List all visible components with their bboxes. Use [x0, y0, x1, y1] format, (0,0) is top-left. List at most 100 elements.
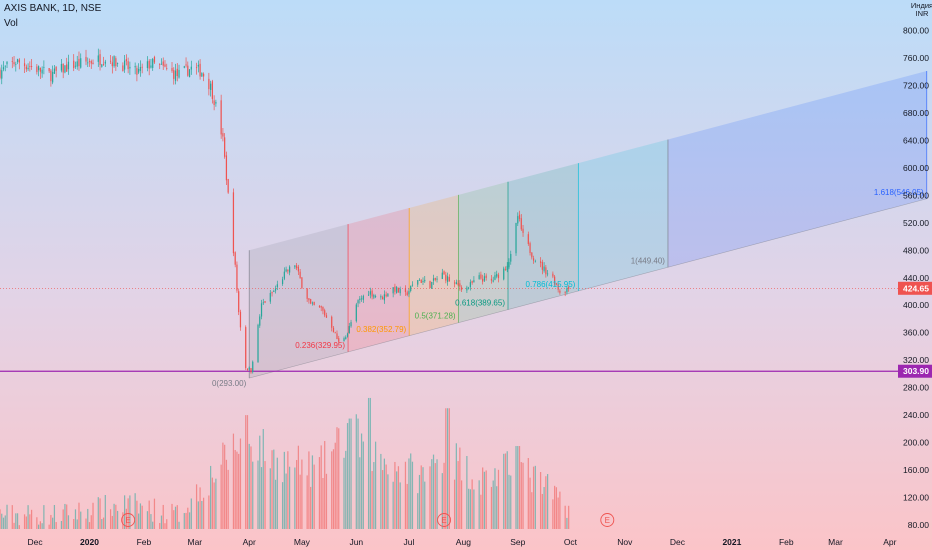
candle: [422, 281, 424, 283]
volume-bar: [129, 495, 131, 529]
time-tick-label: Apr: [883, 537, 896, 547]
candle: [215, 101, 217, 104]
price-tick-label: 560.00: [903, 190, 929, 200]
fib-label: 0.618(389.65): [455, 299, 505, 308]
volume-bar: [473, 489, 475, 529]
volume-bar: [62, 509, 64, 529]
candle: [139, 67, 142, 71]
time-tick-label: Mar: [828, 537, 843, 547]
candle: [408, 291, 410, 295]
volume-bar: [418, 474, 421, 529]
volume-bar: [211, 477, 213, 529]
volume-bar: [0, 509, 1, 529]
candle: [50, 70, 52, 82]
candle: [39, 67, 41, 72]
volume-bar: [446, 408, 449, 529]
svg-text:303.90: 303.90: [903, 366, 929, 376]
candle: [360, 298, 363, 300]
time-tick-label: Feb: [137, 537, 152, 547]
candle: [88, 61, 91, 62]
candle: [37, 66, 40, 71]
candle: [455, 282, 457, 285]
candle: [396, 286, 398, 293]
candle: [160, 63, 163, 65]
candle: [166, 67, 168, 69]
volume-bar: [457, 461, 459, 529]
volume-bar: [434, 463, 436, 529]
volume-bar: [139, 503, 142, 529]
candle: [281, 279, 284, 284]
candle: [441, 272, 443, 280]
volume-bar: [448, 408, 450, 529]
volume-bar: [559, 491, 561, 529]
volume-bar: [37, 524, 40, 529]
candle: [52, 71, 54, 83]
candle: [555, 283, 558, 285]
candle: [122, 65, 124, 71]
candle: [66, 64, 68, 72]
candle: [369, 291, 371, 295]
candle: [420, 279, 422, 283]
candle: [568, 287, 570, 289]
time-tick-label: May: [294, 537, 311, 547]
volume-bar: [396, 471, 398, 529]
candle: [78, 58, 80, 67]
volume-bar: [506, 451, 508, 529]
volume-bar: [346, 423, 349, 529]
candle: [124, 60, 126, 70]
candle: [269, 292, 271, 302]
volume-bar: [336, 427, 338, 529]
fib-label: 0.786(415.95): [526, 280, 576, 289]
volume-bar: [460, 480, 463, 529]
price-tick-label: 280.00: [903, 383, 929, 393]
candle: [545, 267, 547, 275]
candle: [224, 137, 226, 157]
volume-bar: [1, 513, 3, 529]
candle: [276, 284, 278, 288]
earnings-marker[interactable]: E: [600, 513, 615, 527]
volume-bar: [73, 519, 75, 529]
candle: [482, 278, 484, 282]
fib-label: 0.382(352.79): [356, 325, 406, 334]
currency-code: INR: [916, 9, 930, 18]
candle: [27, 67, 29, 70]
fib-channel[interactable]: [248, 70, 928, 379]
candle: [506, 265, 508, 271]
candle: [176, 68, 178, 77]
candle: [478, 275, 480, 280]
candle: [174, 70, 177, 81]
volume-bar: [197, 501, 199, 529]
candle: [146, 61, 149, 69]
price-tick-label: 400.00: [903, 300, 929, 310]
volume-bar: [87, 508, 89, 529]
volume-bar: [262, 429, 264, 529]
price-tick-label: 520.00: [903, 218, 929, 228]
candle: [153, 56, 156, 63]
volume-bar: [432, 454, 435, 529]
volume-bar: [239, 438, 242, 529]
volume-bar: [125, 508, 127, 529]
candle: [443, 271, 445, 275]
volume-bar: [60, 520, 63, 529]
volume-bar: [257, 460, 259, 529]
volume-bar: [466, 456, 468, 529]
volume-bar: [515, 446, 517, 529]
volume-bar: [201, 500, 203, 529]
price-axis[interactable]: 800.00 760.00 720.00 680.00 640.00 600.00 560.…: [898, 0, 932, 550]
volume-bar: [308, 451, 310, 529]
candle: [11, 61, 13, 63]
volume-bar: [404, 461, 407, 529]
time-axis[interactable]: Dec 2020 Feb Mar Apr May Jun Jul Aug Sep Oct Nov Dec…: [0, 532, 932, 550]
earnings-marker[interactable]: E: [437, 513, 452, 527]
volume-bar: [510, 475, 512, 529]
volume-bar: [455, 443, 457, 529]
volume-bar: [162, 504, 164, 529]
candle: [529, 243, 531, 253]
earnings-marker[interactable]: E: [121, 513, 136, 527]
volume-bar: [250, 446, 252, 529]
volume-bar: [557, 497, 559, 529]
candle: [460, 287, 463, 290]
